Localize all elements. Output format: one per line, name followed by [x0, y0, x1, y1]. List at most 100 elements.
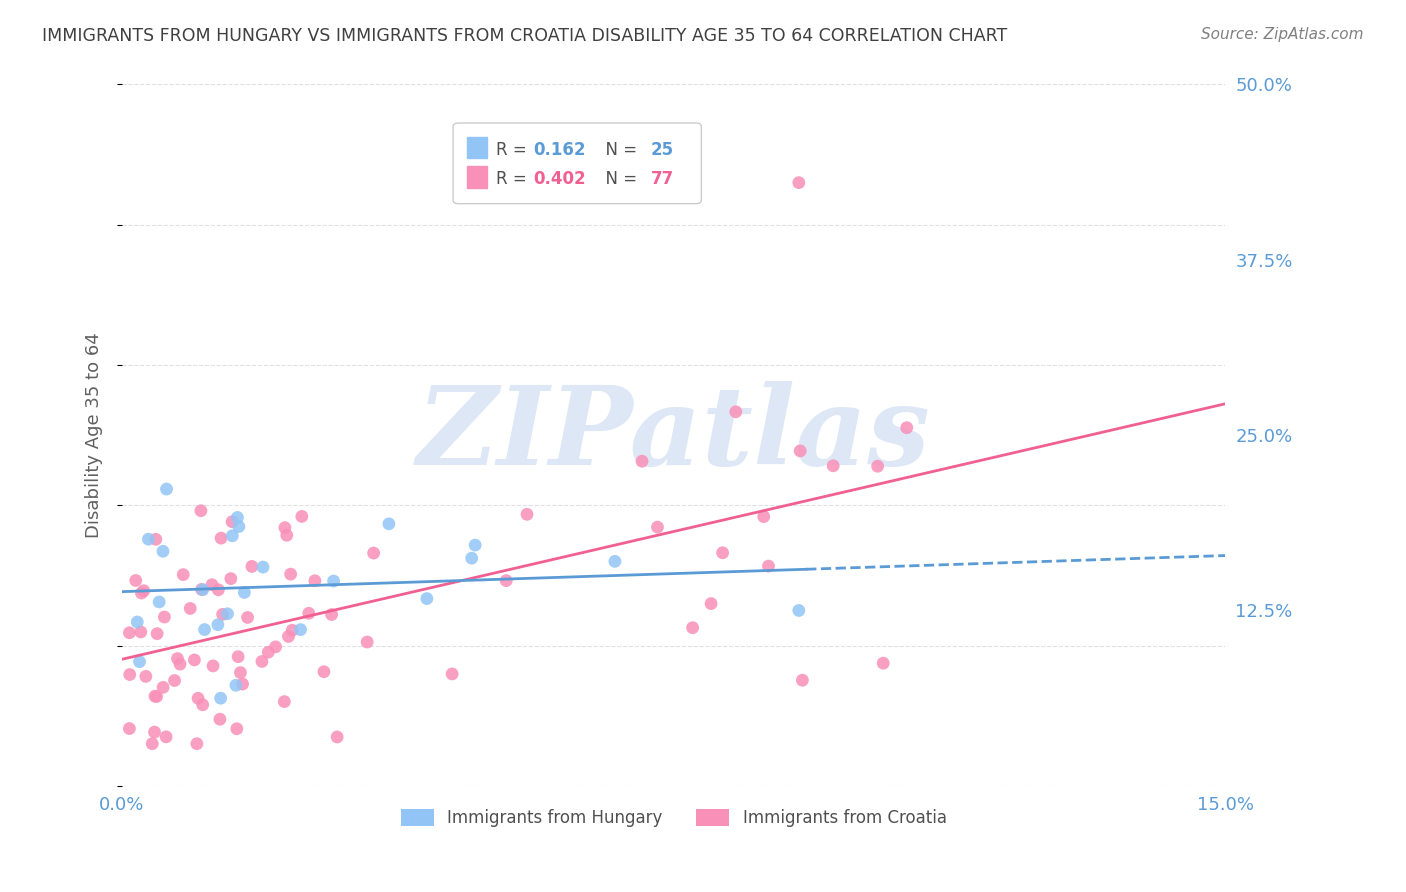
Point: [274, 521, 297, 535]
Point: [277, 630, 299, 644]
Point: [603, 554, 626, 568]
Point: [201, 578, 224, 592]
Point: [326, 730, 349, 744]
Point: [118, 625, 141, 640]
Point: [291, 509, 314, 524]
Point: [276, 528, 298, 542]
Point: [273, 695, 295, 709]
Point: [866, 459, 889, 474]
Point: [145, 690, 167, 704]
Point: [896, 420, 918, 434]
Text: R =: R =: [496, 141, 531, 159]
Point: [187, 691, 209, 706]
Bar: [467, 167, 488, 187]
Point: [155, 482, 177, 496]
Point: [789, 444, 811, 458]
Point: [225, 722, 247, 736]
Point: [682, 621, 704, 635]
Point: [872, 656, 894, 670]
Point: [304, 574, 326, 588]
Point: [208, 712, 231, 726]
Point: [217, 607, 239, 621]
Point: [516, 508, 538, 522]
Text: Source: ZipAtlas.com: Source: ZipAtlas.com: [1201, 27, 1364, 42]
Point: [211, 607, 233, 622]
Point: [143, 725, 166, 739]
Point: [631, 454, 654, 468]
Point: [172, 567, 194, 582]
Point: [169, 657, 191, 671]
Point: [280, 567, 302, 582]
Point: [363, 546, 385, 560]
FancyBboxPatch shape: [453, 123, 702, 203]
Bar: [467, 137, 488, 158]
Point: [191, 698, 214, 712]
Y-axis label: Disability Age 35 to 64: Disability Age 35 to 64: [86, 332, 103, 538]
Point: [233, 585, 256, 599]
Point: [236, 610, 259, 624]
Point: [752, 509, 775, 524]
Text: 25: 25: [651, 141, 673, 159]
Point: [131, 586, 153, 600]
Point: [792, 673, 814, 688]
Point: [787, 176, 810, 190]
Point: [183, 653, 205, 667]
Point: [152, 681, 174, 695]
Point: [700, 597, 723, 611]
Point: [166, 651, 188, 665]
Point: [281, 624, 304, 638]
Point: [179, 601, 201, 615]
Point: [229, 665, 252, 680]
Text: ZIPatlas: ZIPatlas: [416, 382, 931, 489]
Point: [125, 574, 148, 588]
Point: [787, 603, 810, 617]
Point: [202, 659, 225, 673]
Point: [141, 737, 163, 751]
Point: [221, 529, 243, 543]
Point: [321, 607, 343, 622]
Point: [322, 574, 344, 588]
Point: [252, 560, 274, 574]
Point: [118, 667, 141, 681]
Point: [118, 722, 141, 736]
Point: [495, 574, 517, 588]
Point: [129, 624, 152, 639]
Point: [128, 655, 150, 669]
Point: [163, 673, 186, 688]
Point: [219, 572, 242, 586]
Text: 77: 77: [651, 170, 673, 188]
Text: R =: R =: [496, 170, 531, 188]
Point: [264, 640, 287, 654]
Point: [135, 669, 157, 683]
Point: [209, 531, 232, 545]
Legend: Immigrants from Hungary, Immigrants from Croatia: Immigrants from Hungary, Immigrants from…: [394, 802, 953, 833]
Point: [152, 544, 174, 558]
Point: [378, 516, 401, 531]
Point: [356, 635, 378, 649]
Point: [148, 595, 170, 609]
Point: [461, 551, 484, 566]
Point: [146, 626, 169, 640]
Point: [155, 730, 177, 744]
Point: [138, 532, 160, 546]
Point: [191, 582, 214, 597]
Point: [250, 655, 273, 669]
Point: [186, 737, 208, 751]
Point: [441, 667, 464, 681]
Point: [464, 538, 486, 552]
Point: [724, 405, 747, 419]
Point: [153, 610, 176, 624]
Point: [240, 559, 263, 574]
Point: [647, 520, 669, 534]
Point: [143, 689, 166, 703]
Text: IMMIGRANTS FROM HUNGARY VS IMMIGRANTS FROM CROATIA DISABILITY AGE 35 TO 64 CORRE: IMMIGRANTS FROM HUNGARY VS IMMIGRANTS FR…: [42, 27, 1008, 45]
Point: [209, 691, 232, 706]
Text: N =: N =: [595, 141, 643, 159]
Point: [132, 583, 155, 598]
Point: [207, 582, 229, 597]
Point: [416, 591, 439, 606]
Point: [225, 678, 247, 692]
Text: N =: N =: [595, 170, 643, 188]
Point: [207, 617, 229, 632]
Point: [226, 510, 249, 524]
